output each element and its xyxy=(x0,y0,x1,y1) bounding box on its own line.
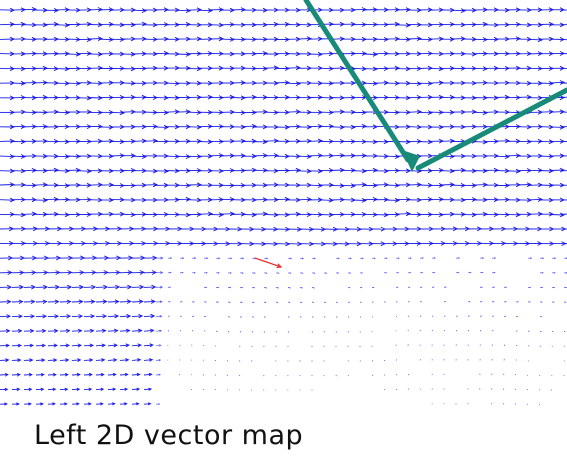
vector-arrow-head xyxy=(421,287,422,288)
vector-arrow-head xyxy=(386,272,387,273)
vector-arrow-head xyxy=(302,273,303,274)
vector-arrow-head xyxy=(277,287,278,288)
vector-arrows-group xyxy=(0,7,567,405)
vector-arrow-head xyxy=(229,317,230,318)
vector-arrow-head xyxy=(554,287,555,288)
vector-arrow-head xyxy=(326,273,327,274)
pointer-lines-group xyxy=(306,0,567,172)
vector-arrow-head xyxy=(349,287,350,288)
vector-arrow-head xyxy=(265,317,266,318)
vector-arrow-head xyxy=(218,287,219,288)
vector-arrow-head xyxy=(433,287,434,288)
vector-arrow-head xyxy=(289,287,290,288)
vector-arrow-head xyxy=(530,287,531,288)
vector-arrow xyxy=(276,244,289,245)
vector-arrow xyxy=(120,272,132,273)
vector-arrow-head xyxy=(266,287,267,288)
vector-arrow-head xyxy=(170,287,171,288)
vector-arrow-head xyxy=(398,272,399,273)
vector-arrow-head xyxy=(493,301,494,302)
vector-arrow-head xyxy=(517,302,518,303)
vector-arrow-head xyxy=(553,302,554,303)
vector-arrow-head xyxy=(193,316,194,317)
vector-arrow-head xyxy=(193,302,194,303)
vector-arrow-head xyxy=(541,316,542,317)
vector-arrow-head xyxy=(373,287,374,288)
vector-arrow xyxy=(300,244,313,245)
vector-arrow-head xyxy=(434,272,435,273)
vector-arrow-head xyxy=(517,316,518,317)
vector-arrow xyxy=(286,83,300,84)
vector-arrow-head xyxy=(314,273,315,274)
vector-arrow-head xyxy=(229,302,230,303)
vector-arrow-head xyxy=(410,272,411,273)
vector-arrow-head xyxy=(505,302,506,303)
vector-arrow-head xyxy=(325,302,326,303)
vector-arrow xyxy=(407,39,421,40)
vector-arrow-head xyxy=(230,287,231,288)
vector-arrow-head xyxy=(482,287,483,288)
vector-arrow-head xyxy=(301,287,302,288)
vector-arrow-head xyxy=(566,287,567,288)
vector-arrow xyxy=(312,244,325,245)
vector-arrow-head xyxy=(481,316,482,317)
figure-caption: Left 2D vector map xyxy=(34,420,303,451)
vector-arrow-head xyxy=(529,302,530,303)
vector-arrow xyxy=(132,272,144,273)
vector-arrow-head xyxy=(542,287,543,288)
vector-arrow-head xyxy=(253,302,254,303)
vector-arrow-head xyxy=(169,301,170,302)
vector-arrow-head xyxy=(361,287,362,288)
vector-arrow xyxy=(96,287,107,288)
vector-arrow-head xyxy=(541,302,542,303)
vector-arrow-head xyxy=(494,287,495,288)
vector-arrow xyxy=(506,171,520,172)
vector-arrow xyxy=(84,287,95,288)
vector-arrow-head xyxy=(350,273,351,274)
vector-arrow-head xyxy=(505,316,506,317)
vector-arrow-head xyxy=(181,301,182,302)
vector-arrow-head xyxy=(206,287,207,288)
vector-arrow xyxy=(132,24,146,25)
vector-arrow-head xyxy=(313,287,314,288)
vector-arrow xyxy=(396,25,410,26)
vector-arrow-head xyxy=(445,287,446,288)
vector-arrow xyxy=(561,39,567,40)
vector-arrow-head xyxy=(409,287,410,288)
vector-arrow xyxy=(288,244,301,245)
vector-arrow-head xyxy=(205,316,206,317)
vector-arrow xyxy=(132,156,146,157)
vector-arrow-head xyxy=(397,287,398,288)
vector-arrow-head xyxy=(241,302,242,303)
vector-arrow-head xyxy=(205,302,206,303)
vector-arrow-head xyxy=(565,302,566,303)
highlight-vector xyxy=(255,258,281,267)
vector-arrow-head xyxy=(217,302,218,303)
